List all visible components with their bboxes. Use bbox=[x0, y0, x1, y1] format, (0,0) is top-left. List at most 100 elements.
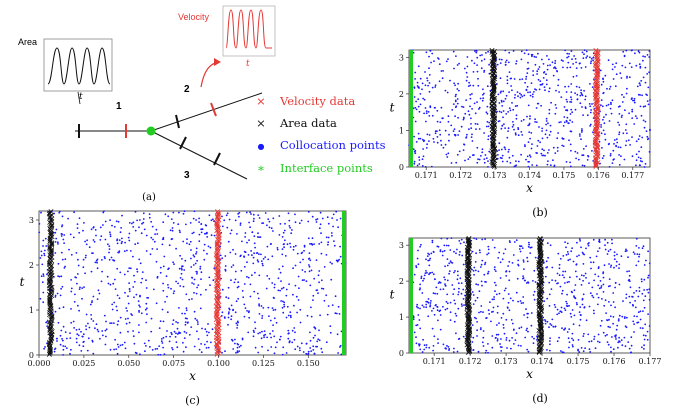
collocation-point bbox=[56, 292, 59, 295]
collocation-point bbox=[502, 100, 505, 103]
collocation-point bbox=[272, 296, 275, 299]
collocation-point bbox=[452, 50, 455, 53]
collocation-point bbox=[77, 304, 79, 307]
collocation-point bbox=[636, 85, 639, 88]
collocation-point bbox=[478, 106, 481, 109]
collocation-point bbox=[339, 255, 342, 258]
collocation-point bbox=[111, 224, 113, 227]
collocation-point bbox=[91, 340, 94, 343]
collocation-point bbox=[472, 71, 475, 73]
collocation-point bbox=[213, 234, 216, 237]
collocation-point bbox=[423, 344, 426, 347]
collocation-point bbox=[419, 287, 421, 289]
collocation-point bbox=[512, 254, 515, 256]
collocation-point bbox=[110, 322, 113, 324]
collocation-point bbox=[42, 239, 45, 242]
collocation-point bbox=[259, 236, 262, 239]
collocation-point bbox=[566, 242, 569, 245]
collocation-point bbox=[59, 343, 62, 346]
collocation-point bbox=[457, 282, 460, 285]
collocation-point bbox=[126, 249, 128, 252]
collocation-point bbox=[639, 67, 642, 69]
collocation-point bbox=[41, 281, 44, 284]
collocation-point bbox=[443, 244, 446, 247]
collocation-point bbox=[447, 120, 450, 123]
collocation-point bbox=[648, 288, 651, 291]
y-tick-label: 3 bbox=[399, 241, 404, 250]
collocation-point bbox=[146, 296, 149, 299]
collocation-point bbox=[546, 136, 549, 139]
collocation-point bbox=[484, 351, 487, 354]
collocation-point bbox=[436, 141, 439, 144]
collocation-point bbox=[465, 71, 468, 74]
collocation-point bbox=[314, 334, 316, 337]
collocation-point bbox=[252, 256, 255, 259]
collocation-point bbox=[565, 120, 568, 123]
collocation-point bbox=[499, 343, 501, 345]
collocation-point bbox=[57, 321, 60, 324]
collocation-point bbox=[77, 334, 80, 337]
collocation-point bbox=[281, 236, 284, 238]
collocation-point bbox=[505, 339, 508, 341]
collocation-point bbox=[533, 337, 535, 340]
collocation-point bbox=[589, 83, 591, 85]
collocation-point bbox=[524, 81, 526, 84]
collocation-point bbox=[286, 305, 289, 308]
collocation-point bbox=[648, 298, 651, 301]
collocation-point bbox=[252, 220, 255, 223]
caption-a: (a) bbox=[142, 192, 156, 203]
collocation-point bbox=[592, 131, 594, 134]
collocation-point bbox=[94, 327, 96, 330]
collocation-point bbox=[237, 321, 239, 324]
collocation-point bbox=[531, 95, 534, 98]
collocation-point bbox=[528, 131, 531, 134]
collocation-point bbox=[533, 298, 536, 301]
collocation-point bbox=[173, 263, 175, 265]
collocation-point bbox=[178, 211, 180, 214]
collocation-point bbox=[139, 219, 141, 221]
collocation-point bbox=[509, 109, 512, 112]
collocation-point bbox=[291, 329, 294, 332]
collocation-point bbox=[471, 59, 473, 62]
collocation-point bbox=[419, 283, 421, 286]
collocation-point bbox=[589, 105, 592, 108]
collocation-point bbox=[616, 253, 618, 256]
collocation-point bbox=[169, 335, 172, 338]
collocation-point bbox=[54, 294, 57, 297]
area-data-marker bbox=[536, 282, 542, 287]
collocation-point bbox=[526, 348, 529, 351]
collocation-point bbox=[590, 109, 592, 111]
collocation-point bbox=[335, 210, 338, 213]
collocation-point bbox=[472, 336, 475, 339]
collocation-point bbox=[159, 320, 162, 323]
collocation-point bbox=[554, 62, 556, 65]
collocation-point bbox=[194, 262, 197, 265]
collocation-point bbox=[641, 292, 644, 295]
collocation-point bbox=[548, 87, 551, 90]
collocation-point bbox=[445, 153, 448, 156]
collocation-point bbox=[56, 241, 59, 244]
collocation-point bbox=[607, 59, 610, 62]
collocation-point bbox=[83, 222, 85, 224]
collocation-point bbox=[474, 269, 477, 272]
collocation-point bbox=[477, 84, 480, 87]
collocation-point bbox=[428, 55, 430, 58]
collocation-point bbox=[414, 71, 417, 74]
collocation-point bbox=[527, 61, 529, 64]
collocation-point bbox=[140, 232, 143, 235]
collocation-point bbox=[415, 141, 418, 143]
collocation-point bbox=[489, 89, 492, 92]
collocation-point bbox=[544, 319, 546, 321]
collocation-point bbox=[434, 84, 437, 87]
collocation-point bbox=[549, 349, 551, 352]
collocation-point bbox=[644, 81, 647, 84]
collocation-point bbox=[534, 281, 537, 283]
velocity-data-marker bbox=[214, 222, 220, 228]
collocation-point bbox=[625, 293, 628, 296]
collocation-point bbox=[183, 337, 186, 339]
collocation-point bbox=[444, 265, 446, 268]
collocation-point bbox=[584, 95, 587, 98]
collocation-point bbox=[593, 312, 595, 315]
collocation-point bbox=[633, 253, 636, 255]
collocation-point bbox=[614, 336, 617, 338]
